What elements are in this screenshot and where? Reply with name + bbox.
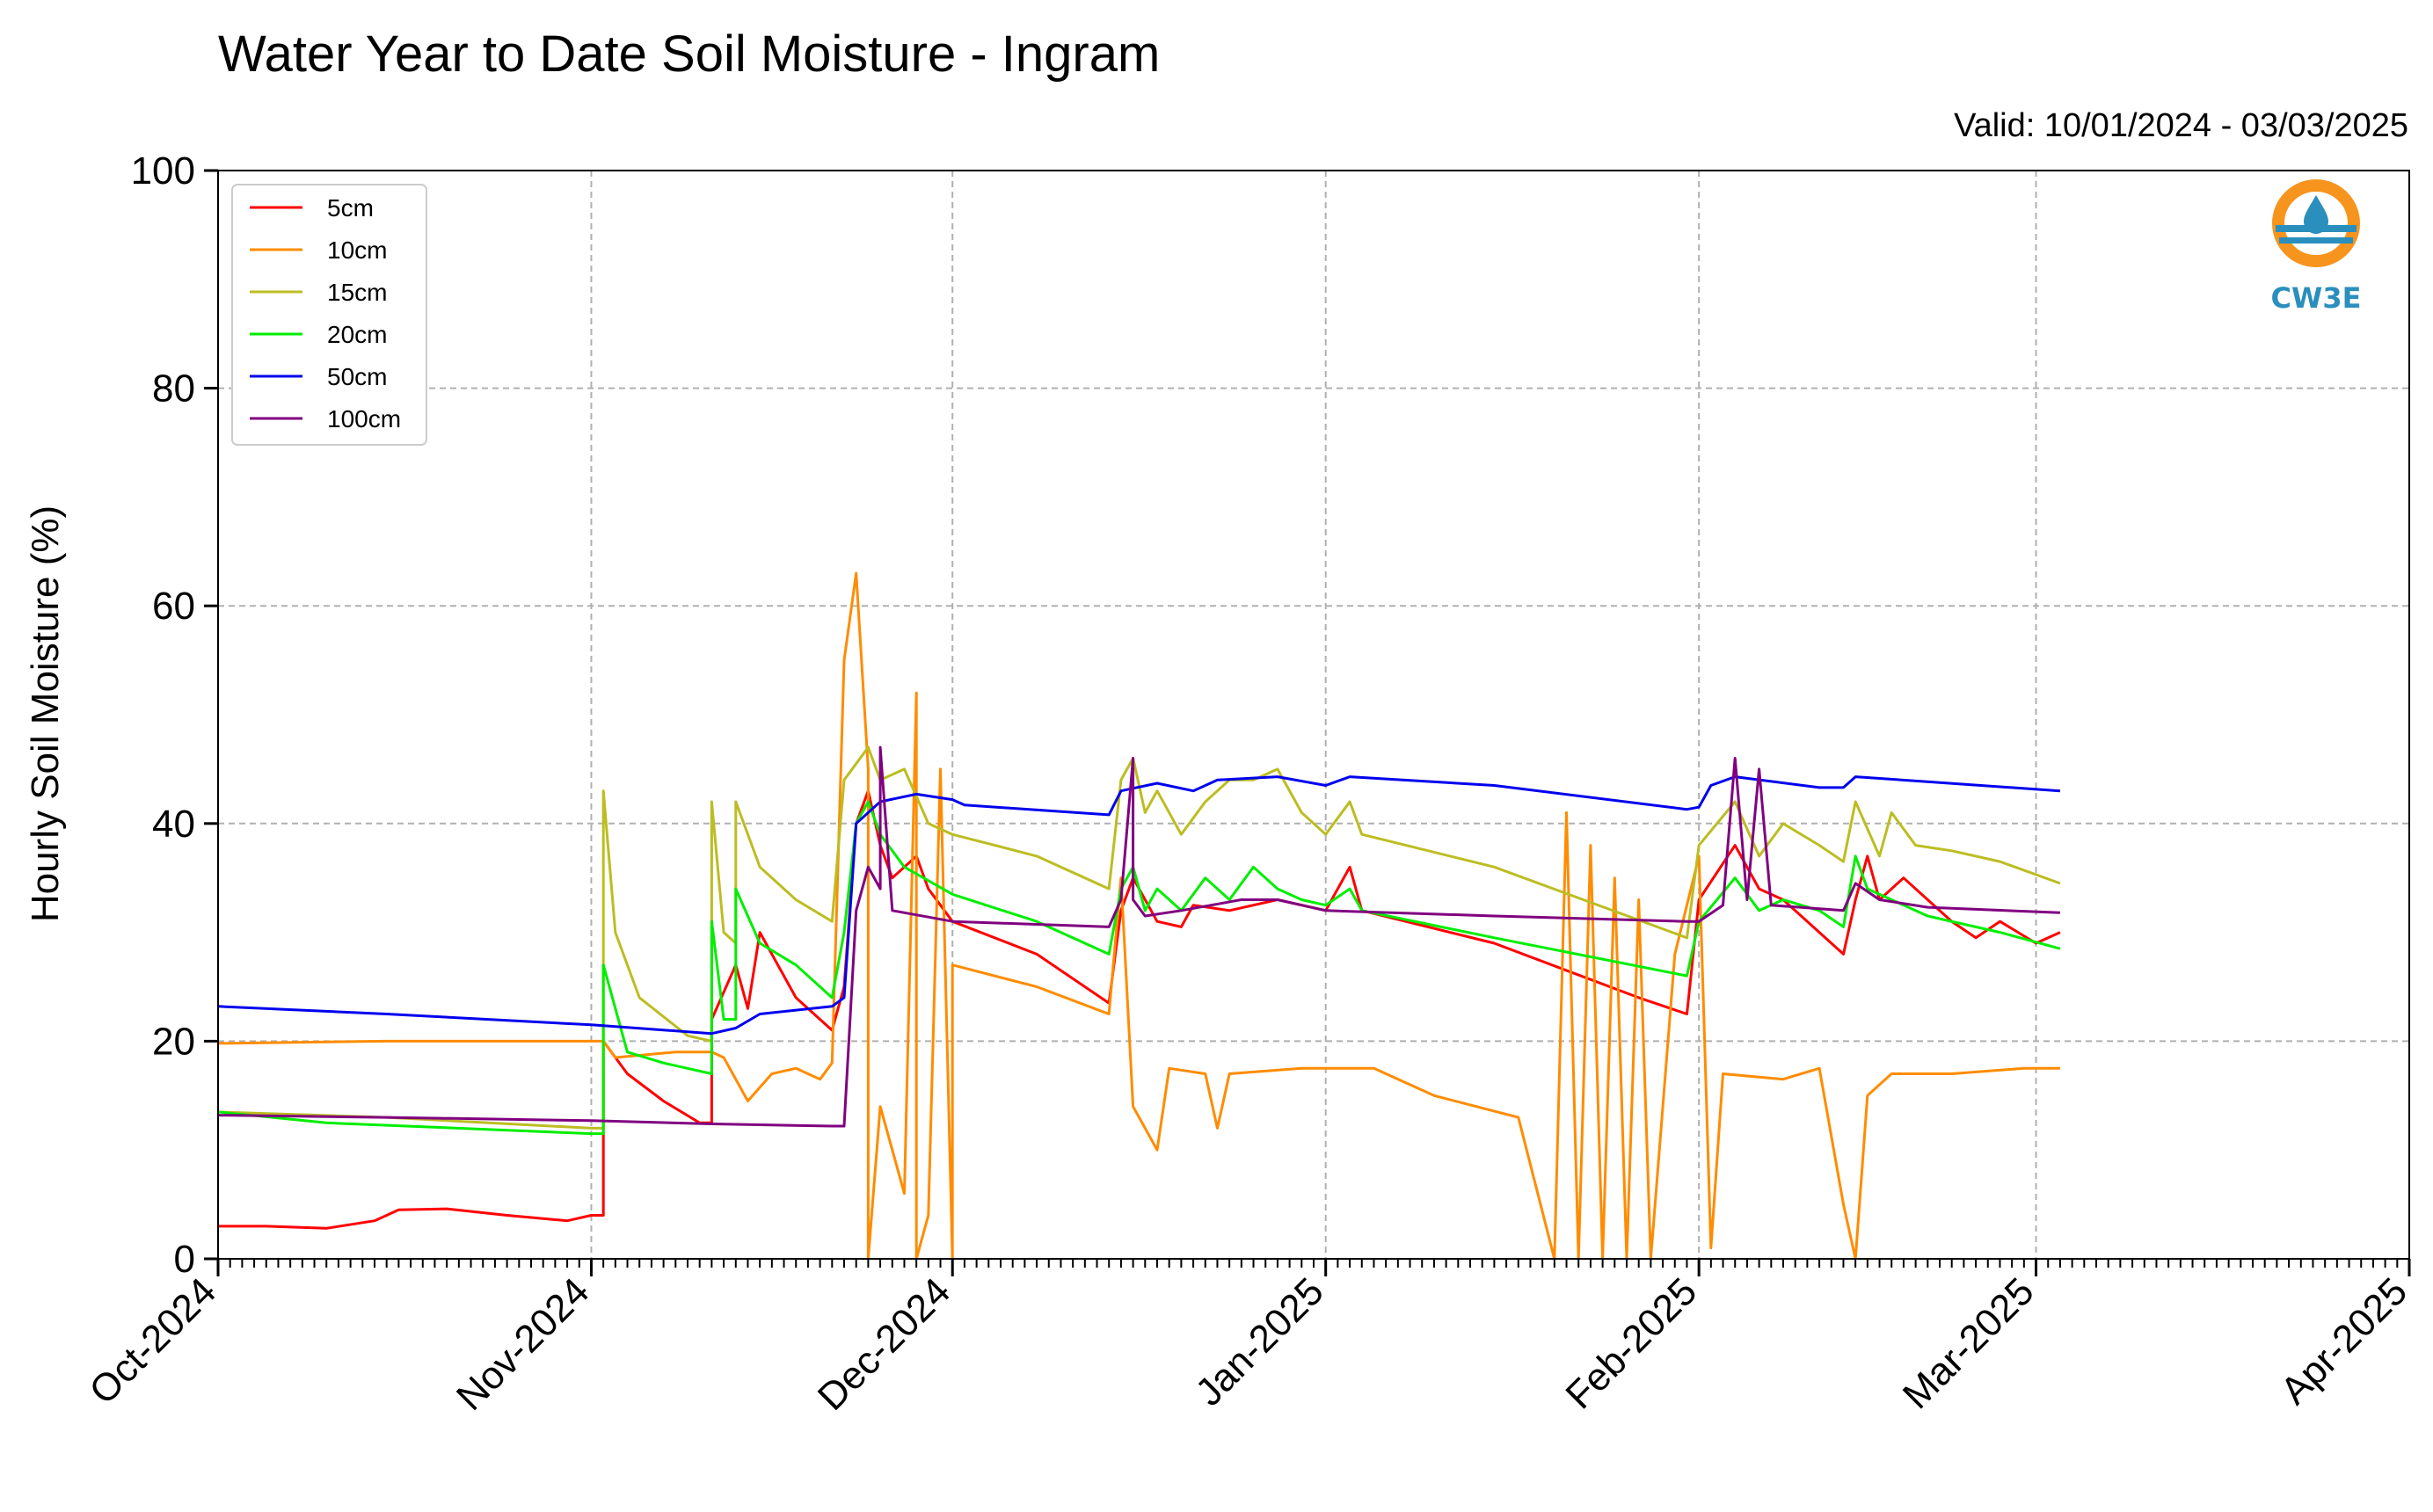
series-line-20cm <box>217 800 2061 1136</box>
logo-text: CW3E <box>2271 281 2362 315</box>
x-tick-label: Apr-2025 <box>2272 1269 2415 1413</box>
legend-label: 10cm <box>327 236 387 264</box>
legend: 5cm 10cm 15cm 20cm 50cm 100cm <box>231 184 427 446</box>
x-tick-label: Dec-2024 <box>810 1269 959 1419</box>
valid-date-range: Valid: 10/01/2024 - 03/03/2025 <box>1954 107 2408 144</box>
x-tick-label: Mar-2025 <box>1895 1269 2043 1417</box>
x-tick-label: Oct-2024 <box>81 1269 224 1413</box>
plot-frame <box>217 170 2410 1260</box>
series-line-10cm <box>217 571 2060 1261</box>
x-tick-label: Jan-2025 <box>1187 1269 1331 1414</box>
legend-label: 50cm <box>327 363 387 390</box>
series-line-15cm <box>217 745 2061 1130</box>
series-line-5cm <box>218 789 2061 1230</box>
logo-wave <box>2279 237 2353 244</box>
x-tick-label: Nov-2024 <box>448 1269 598 1419</box>
chart-title: Water Year to Date Soil Moisture - Ingra… <box>218 25 1161 83</box>
y-axis-label: Hourly Soil Moisture (%) <box>24 505 67 922</box>
series-lines <box>217 571 2061 1261</box>
legend-label: 20cm <box>327 321 387 348</box>
legend-label: 5cm <box>327 194 374 222</box>
series-line-100cm <box>217 745 2060 1128</box>
y-tick-label: 20 <box>152 1020 195 1063</box>
logo-ring <box>2272 179 2360 267</box>
legend-label: 15cm <box>327 279 387 306</box>
series-line-50cm <box>217 775 2061 1036</box>
y-tick-label: 0 <box>174 1238 195 1281</box>
grid-lines <box>218 171 2409 1259</box>
legend-label: 100cm <box>327 405 401 433</box>
y-tick-label: 80 <box>152 367 195 411</box>
y-tick-label: 100 <box>131 149 195 193</box>
cw3e-logo: CW3E <box>2271 179 2362 315</box>
axis-ticks: Oct-2024 Nov-2024 Dec-2024 Jan-2025 Feb-2025… <box>81 149 2415 1419</box>
y-tick-label: 40 <box>152 803 195 846</box>
water-drop-icon <box>2304 195 2328 234</box>
x-tick-label: Feb-2025 <box>1557 1269 1705 1417</box>
y-tick-label: 60 <box>152 585 195 628</box>
